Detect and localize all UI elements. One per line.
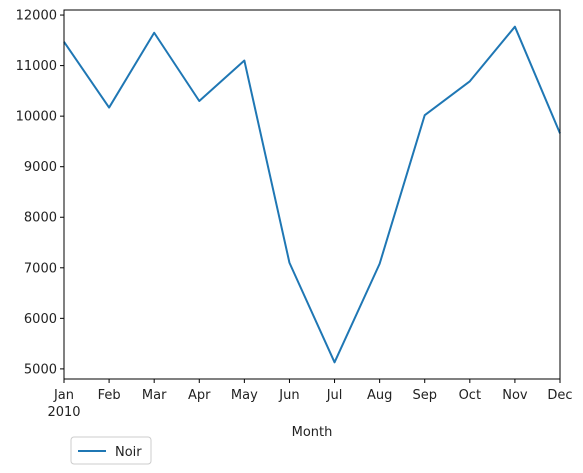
series-lines	[63, 25, 561, 364]
x-tick-label: Nov	[502, 388, 528, 403]
x-tick-label: Jan	[53, 388, 74, 403]
x-axis-year-label: 2010	[47, 405, 80, 420]
x-tick-label: Mar	[142, 388, 167, 403]
legend-label-noir: Noir	[115, 445, 142, 460]
x-tick-label: Aug	[367, 388, 392, 403]
y-tick-label: 8000	[24, 211, 57, 226]
x-tick-label: Jun	[278, 388, 299, 403]
x-axis-ticks: Jan Feb Mar Apr May Jun Jul Aug Sep Oct Nov Dec	[53, 379, 573, 403]
y-tick-label: 7000	[24, 261, 57, 276]
y-tick-label: 10000	[16, 110, 57, 125]
y-axis-ticks: 5000 6000 7000 8000 9000 10000 11000 12000	[16, 9, 64, 377]
x-tick-label: Sep	[412, 388, 437, 403]
y-tick-label: 9000	[24, 160, 57, 175]
legend: Noir	[70, 436, 152, 465]
y-tick-label: 5000	[24, 362, 57, 377]
axes-frame	[63, 9, 561, 380]
y-tick-label: 12000	[16, 9, 57, 24]
y-tick-label: 11000	[16, 59, 57, 74]
x-tick-label: May	[231, 388, 258, 403]
x-tick-label: Oct	[459, 388, 481, 403]
legend-box	[70, 436, 152, 465]
x-tick-label: Apr	[188, 388, 211, 403]
x-tick-label: Jul	[326, 388, 343, 403]
x-axis-title: Month	[292, 425, 333, 440]
y-tick-label: 6000	[24, 312, 57, 327]
x-tick-label: Dec	[547, 388, 572, 403]
x-tick-label: Feb	[98, 388, 121, 403]
series-line-noir	[63, 25, 561, 364]
